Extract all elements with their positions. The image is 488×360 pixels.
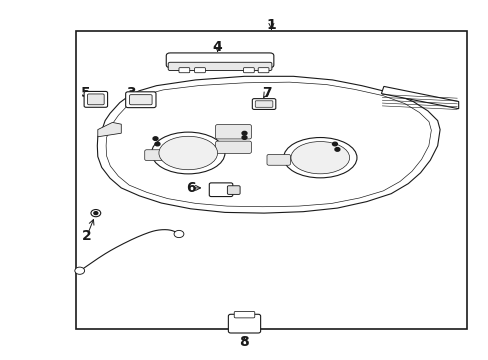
FancyBboxPatch shape — [87, 94, 104, 105]
Text: 6: 6 — [185, 181, 195, 195]
FancyBboxPatch shape — [258, 68, 268, 73]
Text: 7: 7 — [261, 86, 271, 100]
FancyBboxPatch shape — [179, 68, 189, 73]
Circle shape — [94, 212, 98, 215]
FancyBboxPatch shape — [129, 95, 152, 105]
Circle shape — [91, 210, 101, 217]
Polygon shape — [381, 86, 458, 109]
FancyBboxPatch shape — [194, 68, 205, 73]
Text: 8: 8 — [239, 335, 249, 349]
Circle shape — [242, 131, 246, 135]
FancyBboxPatch shape — [234, 311, 254, 318]
Circle shape — [153, 137, 158, 140]
Text: 1: 1 — [266, 18, 276, 32]
Polygon shape — [168, 55, 271, 66]
Ellipse shape — [290, 141, 349, 174]
FancyBboxPatch shape — [227, 186, 240, 194]
FancyBboxPatch shape — [168, 62, 271, 71]
Circle shape — [155, 142, 160, 146]
FancyBboxPatch shape — [266, 154, 290, 165]
Circle shape — [75, 267, 84, 274]
FancyBboxPatch shape — [84, 91, 107, 107]
Circle shape — [174, 230, 183, 238]
FancyBboxPatch shape — [228, 314, 260, 333]
Circle shape — [334, 148, 339, 151]
Polygon shape — [97, 76, 439, 213]
FancyBboxPatch shape — [144, 150, 168, 161]
FancyBboxPatch shape — [252, 99, 275, 109]
FancyBboxPatch shape — [125, 92, 156, 108]
FancyBboxPatch shape — [215, 125, 251, 139]
FancyBboxPatch shape — [166, 53, 273, 68]
Text: 5: 5 — [81, 86, 90, 100]
FancyBboxPatch shape — [255, 101, 272, 107]
Text: 2: 2 — [82, 229, 92, 243]
Ellipse shape — [283, 138, 356, 178]
Circle shape — [332, 142, 337, 146]
FancyBboxPatch shape — [209, 183, 232, 197]
Ellipse shape — [159, 136, 217, 170]
Ellipse shape — [151, 132, 224, 174]
Polygon shape — [98, 122, 121, 137]
FancyBboxPatch shape — [243, 68, 254, 73]
Bar — [76, 31, 466, 329]
Circle shape — [242, 136, 246, 139]
Text: 3: 3 — [126, 86, 136, 100]
Text: 4: 4 — [212, 40, 222, 54]
FancyBboxPatch shape — [215, 141, 251, 153]
